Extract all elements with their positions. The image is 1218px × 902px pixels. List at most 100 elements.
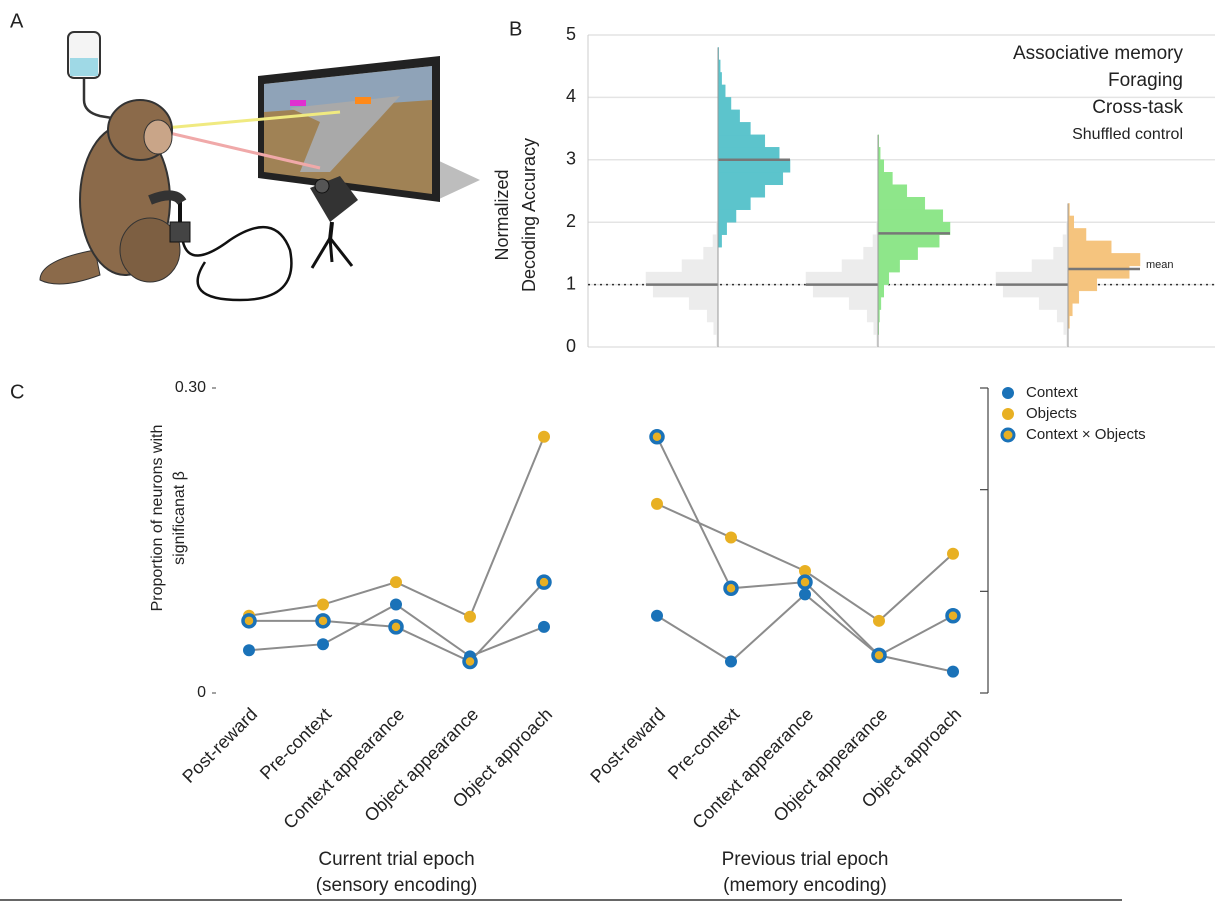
histogram-bar xyxy=(873,235,878,247)
y-tick-label: 4 xyxy=(566,86,576,106)
marker xyxy=(799,576,811,588)
histogram-bar xyxy=(878,272,889,284)
y-tick-label: 1 xyxy=(566,273,576,293)
marker xyxy=(651,610,663,622)
histogram-bar xyxy=(718,135,765,147)
figure: A B C 012345NormalizedDecoding AccuracyA… xyxy=(0,0,1218,902)
y-tick-label: 2 xyxy=(566,211,576,231)
histogram-bar xyxy=(878,185,907,197)
histogram-bar xyxy=(718,122,750,134)
histogram-bar xyxy=(718,222,727,234)
histogram-bar xyxy=(718,97,731,109)
histogram-bar xyxy=(718,235,722,247)
histogram-bar xyxy=(718,110,740,122)
histogram-bar xyxy=(707,310,718,322)
x-tick-label: Pre-context xyxy=(256,704,335,783)
marker xyxy=(317,638,329,650)
histogram-bar xyxy=(1032,260,1068,272)
y-tick-label: 0.30 xyxy=(175,379,206,396)
marker xyxy=(725,582,737,594)
histogram-bar xyxy=(864,247,878,259)
y-tick-label: 5 xyxy=(566,24,576,44)
y-axis-label: Proportion of neurons with xyxy=(149,425,166,612)
histogram-bar xyxy=(878,285,884,297)
histogram-bar xyxy=(653,285,718,297)
marker xyxy=(947,666,959,678)
marker xyxy=(538,431,550,443)
marker xyxy=(651,498,663,510)
histogram-bar xyxy=(878,260,900,272)
y-axis-label: significanat β xyxy=(171,471,188,565)
marker xyxy=(947,548,959,560)
group-title: Current trial epoch xyxy=(318,849,474,870)
series-line xyxy=(249,437,544,617)
histogram-bar xyxy=(1063,235,1068,247)
histogram-bar xyxy=(996,272,1068,284)
marker xyxy=(243,644,255,656)
legend-label: Objects xyxy=(1026,405,1077,422)
histogram-bar xyxy=(718,72,722,84)
page: {"panel_labels": ["A", "B", "C"], "chart… xyxy=(0,0,1218,902)
marker xyxy=(464,655,476,667)
histogram-bar xyxy=(1068,278,1097,290)
histogram-bar xyxy=(689,297,718,309)
series-line xyxy=(657,437,953,656)
legend-label: Cross-task xyxy=(1092,97,1183,118)
histogram-bar xyxy=(813,285,878,297)
marker xyxy=(538,621,550,633)
histogram-bar xyxy=(1068,216,1074,228)
panel-label: B xyxy=(509,18,522,40)
histogram-bar xyxy=(842,260,878,272)
marker xyxy=(390,621,402,633)
marker xyxy=(317,599,329,611)
annotation: mean xyxy=(1146,259,1174,271)
y-axis-label: Decoding Accuracy xyxy=(519,138,539,292)
marker xyxy=(243,615,255,627)
histogram-bar xyxy=(878,172,892,184)
histogram-bar xyxy=(874,322,878,334)
histogram-bar xyxy=(718,85,725,97)
x-tick-label: Context appearance xyxy=(688,704,817,833)
histogram-bar xyxy=(1068,253,1140,265)
marker xyxy=(873,615,885,627)
group-subtitle: (memory encoding) xyxy=(723,875,887,896)
histogram-bar xyxy=(718,147,779,159)
marker xyxy=(725,531,737,543)
histogram-bar xyxy=(714,322,718,334)
histogram-bar xyxy=(1068,241,1111,253)
marker xyxy=(390,576,402,588)
histogram-bar xyxy=(878,197,925,209)
marker xyxy=(651,431,663,443)
x-tick-label: Pre-context xyxy=(664,704,743,783)
legend-label: Context xyxy=(1026,384,1079,401)
histogram-bar xyxy=(878,210,943,222)
histogram-bar xyxy=(806,272,878,284)
y-tick-label: 0 xyxy=(197,684,206,701)
illustration xyxy=(0,32,1122,900)
marker xyxy=(799,588,811,600)
histogram-bar xyxy=(1068,228,1086,240)
marker xyxy=(317,615,329,627)
y-tick-label: 3 xyxy=(566,149,576,169)
histogram-bar xyxy=(718,160,790,172)
group-title: Previous trial epoch xyxy=(722,849,889,870)
x-tick-label: Context appearance xyxy=(279,704,408,833)
histogram-bar xyxy=(682,260,718,272)
histogram-bar xyxy=(878,235,939,247)
marker xyxy=(725,655,737,667)
histogram-bar xyxy=(867,310,878,322)
histogram-bar xyxy=(646,272,718,284)
marker xyxy=(538,576,550,588)
legend-label: Context × Objects xyxy=(1026,426,1146,443)
group-subtitle: (sensory encoding) xyxy=(316,875,478,896)
histogram-bar xyxy=(1064,322,1068,334)
histogram-bar xyxy=(1054,247,1068,259)
x-tick-label: Post-reward xyxy=(586,704,669,787)
legend-label: Shuffled control xyxy=(1072,126,1183,143)
legend-marker xyxy=(1002,408,1014,420)
histogram-bar xyxy=(1057,310,1068,322)
histogram-bar xyxy=(718,197,750,209)
marker xyxy=(873,649,885,661)
histogram-bar xyxy=(718,185,765,197)
legend-marker xyxy=(1002,429,1014,441)
